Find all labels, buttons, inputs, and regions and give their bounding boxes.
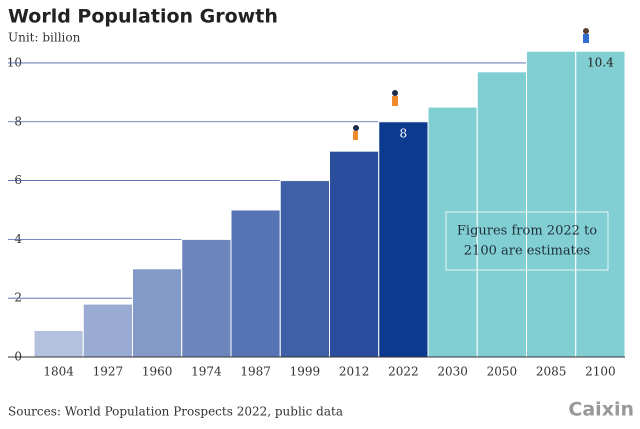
x-tick-label: 2022 — [388, 365, 419, 379]
x-tick-label: 2050 — [487, 365, 518, 379]
x-tick-label: 2030 — [437, 365, 468, 379]
bar — [476, 71, 527, 358]
figure-icon — [583, 34, 589, 43]
bar — [33, 330, 84, 358]
plot: 0246810180419271960197419871999201220228… — [7, 50, 626, 379]
bar — [82, 303, 133, 358]
x-tick-label: 1987 — [240, 365, 271, 379]
figure-icon — [353, 131, 358, 140]
figure-icon — [353, 125, 359, 131]
x-tick-label: 1804 — [43, 365, 74, 379]
bar — [378, 121, 429, 358]
data-label: 8 — [400, 126, 408, 140]
bar — [427, 106, 478, 358]
x-tick-label: 1927 — [93, 365, 124, 379]
source: Sources: World Population Prospects 2022… — [8, 405, 343, 419]
x-tick-label: 2085 — [536, 365, 567, 379]
figure-icon — [392, 90, 398, 96]
figure-icon — [583, 28, 589, 34]
y-tick-label: 8 — [14, 114, 22, 128]
figures — [353, 28, 589, 140]
y-tick-label: 10 — [7, 55, 22, 69]
x-tick-label: 1960 — [142, 365, 173, 379]
x-tick-label: 2012 — [339, 365, 370, 379]
y-tick-label: 4 — [14, 232, 22, 246]
annotation-text: Figures from 2022 to — [457, 224, 597, 239]
y-tick-label: 2 — [14, 291, 22, 305]
bar — [526, 50, 577, 358]
annotation-box — [445, 211, 609, 271]
brand-logo: Caixin — [568, 399, 634, 421]
annotation-text: 2100 are estimates — [464, 244, 590, 259]
bar — [329, 150, 380, 358]
data-label: 10.4 — [587, 56, 614, 70]
bar — [230, 209, 281, 358]
bar — [132, 268, 183, 358]
chart-title: World Population Growth — [8, 6, 278, 28]
chart-subtitle: Unit: billion — [8, 31, 81, 45]
bar — [181, 238, 232, 358]
bar — [279, 180, 330, 358]
figure-icon — [392, 96, 398, 106]
x-tick-label: 1974 — [191, 365, 222, 379]
x-tick-label: 1999 — [290, 365, 321, 379]
bar — [575, 50, 626, 358]
y-tick-label: 6 — [14, 173, 22, 187]
x-tick-label: 2100 — [585, 365, 616, 379]
